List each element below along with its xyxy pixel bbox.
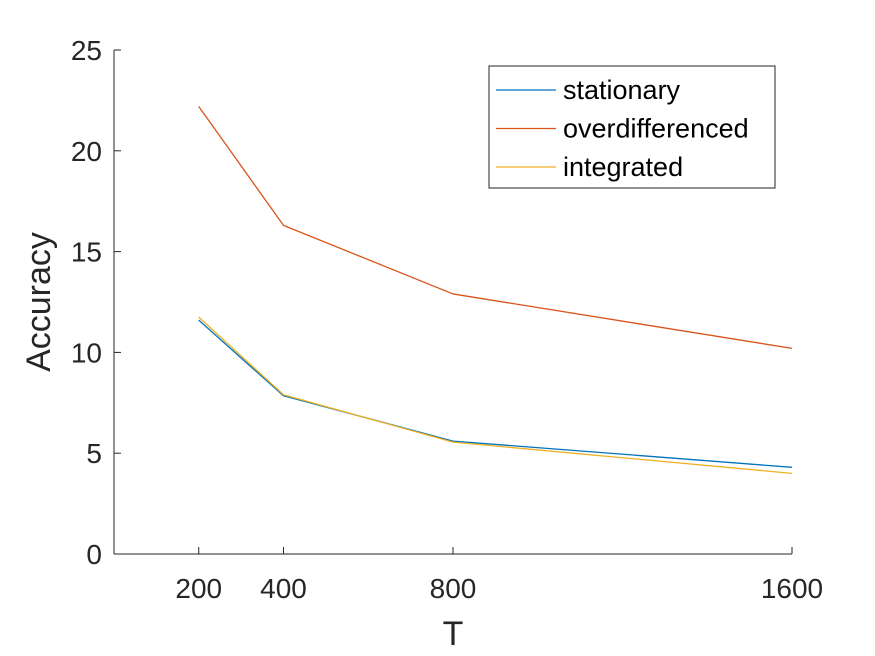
series-line-overdifferenced <box>198 106 793 350</box>
series-lines <box>198 106 793 475</box>
series-line-integrated <box>198 316 793 475</box>
y-tick-label: 0 <box>86 539 102 570</box>
legend-label-stationary: stationary <box>563 75 681 105</box>
y-tick-label: 5 <box>86 438 102 469</box>
legend-box <box>488 65 776 189</box>
y-axis-title: Accuracy <box>20 232 58 372</box>
legend: stationary overdifferenced integrated <box>488 65 776 189</box>
y-ticks: 0 5 10 15 20 25 <box>71 35 121 570</box>
x-tick-label: 200 <box>175 573 222 604</box>
y-tick-label: 15 <box>71 237 102 268</box>
y-tick-label: 20 <box>71 136 102 167</box>
legend-label-overdifferenced: overdifferenced <box>563 114 749 144</box>
series-line-stationary <box>198 319 793 468</box>
y-tick-label: 10 <box>71 337 102 368</box>
legend-label-integrated: integrated <box>563 152 683 182</box>
x-ticks: 200 400 800 1600 <box>175 547 823 604</box>
x-tick-label: 400 <box>260 573 307 604</box>
y-tick-label: 25 <box>71 35 102 66</box>
x-tick-label: 800 <box>430 573 477 604</box>
x-axis-title: T <box>443 615 464 653</box>
x-tick-label: 1600 <box>761 573 823 604</box>
